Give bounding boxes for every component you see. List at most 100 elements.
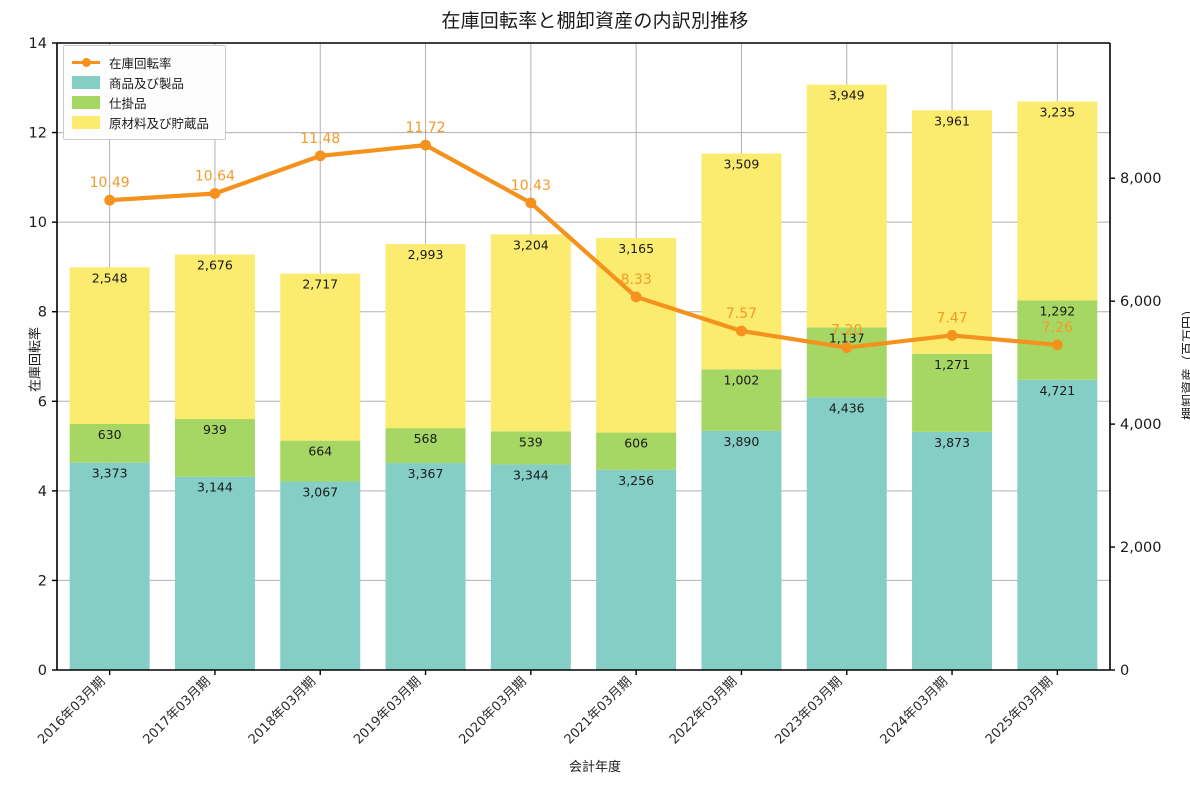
- bar-value-label: 3,949: [829, 88, 865, 103]
- legend-item[interactable]: 仕掛品: [72, 92, 217, 112]
- line-data-point: [420, 139, 431, 151]
- bar-segment: [912, 431, 993, 670]
- bar-value-label: 3,890: [724, 434, 760, 449]
- line-data-point: [630, 291, 642, 303]
- bar-label-group: 3,373 630 2,548 3,144 939 2,676 3,067 664 2,717 3…: [92, 88, 1075, 500]
- line-value-label: 11.48: [300, 131, 340, 147]
- legend-item-label: 仕掛品: [109, 95, 147, 111]
- x-tick-label: 2025年03月期: [983, 674, 1056, 747]
- bar-value-label: 2,548: [92, 270, 128, 285]
- bar-segment: [174, 254, 255, 420]
- y-tick-label-left: 6: [38, 394, 47, 410]
- y-tick-label-left: 0: [38, 663, 47, 679]
- line-value-label: 8.33: [621, 272, 652, 288]
- y-tick-label-right: 2,000: [1120, 540, 1162, 556]
- bar-value-label: 1,271: [934, 357, 970, 372]
- y-axis-label-left: 在庫回転率: [28, 327, 44, 393]
- axis-spines: [56, 42, 1111, 671]
- bar-value-label: 3,509: [724, 157, 760, 172]
- bar-segment: [69, 462, 150, 670]
- bar-value-label: 3,144: [197, 480, 233, 495]
- bar-value-label: 3,235: [1039, 105, 1075, 120]
- line-data-point: [736, 325, 747, 337]
- line-data-point: [841, 342, 853, 353]
- legend-color-swatch: [72, 95, 100, 109]
- bar-value-label: 4,721: [1039, 383, 1075, 398]
- bar-value-label: 630: [98, 427, 122, 442]
- legend-color-swatch: [72, 115, 100, 129]
- x-axis-label: 会計年度: [568, 760, 621, 775]
- legend-item[interactable]: 原材料及び貯蔵品: [72, 112, 217, 132]
- bar-value-label: 606: [624, 436, 648, 451]
- bar-segment: [912, 353, 993, 432]
- inventory-turnover-line: [107, 143, 1060, 350]
- bar-segment: [174, 476, 255, 670]
- x-tick-label: 2021年03月期: [562, 674, 635, 747]
- bar-value-label: 568: [414, 431, 438, 446]
- bar-value-label: 1,137: [829, 330, 865, 345]
- x-axis-ticks: 2016年03月期 2017年03月期 2018年03月期 2019年03月期 2020…: [35, 670, 1059, 748]
- bar-segment: [701, 430, 782, 670]
- legend-item-label: 商品及び製品: [109, 75, 185, 91]
- bar-value-label: 3,256: [618, 473, 654, 488]
- line-data-point: [314, 150, 326, 162]
- bar-segment: [806, 84, 887, 328]
- y-tick-label-left: 4: [38, 484, 47, 500]
- bar-value-label: 2,993: [408, 247, 444, 262]
- line-data-point: [104, 194, 116, 206]
- line-series-group: 10.49 10.64 11.48 11.72 10.43 8.33 7.57 7.20 7.4…: [90, 120, 1073, 353]
- x-tick-label: 2018年03月期: [246, 674, 319, 747]
- y-tick-label-right: 0: [1120, 663, 1129, 679]
- bar-segment: [806, 397, 887, 670]
- bar-segment: [596, 469, 677, 670]
- y-tick-label-left: 14: [29, 36, 47, 52]
- bar-value-label: 1,002: [724, 372, 760, 387]
- bar-value-label: 3,873: [934, 435, 970, 450]
- bar-segment: [912, 110, 993, 354]
- y-tick-label-right: 6,000: [1120, 294, 1162, 310]
- bar-segment: [385, 244, 466, 429]
- y-axis-right-ticks: 0 2,000 4,000 6,000 8,000: [1110, 171, 1162, 679]
- bar-segment: [490, 464, 571, 670]
- bar-value-label: 3,367: [408, 466, 444, 481]
- x-tick-label: 2020年03月期: [456, 674, 529, 747]
- bar-segment: [385, 428, 466, 464]
- bar-segment: [385, 463, 466, 670]
- bar-value-label: 2,717: [302, 277, 338, 292]
- line-data-point: [525, 197, 537, 209]
- legend-item[interactable]: 商品及び製品: [72, 72, 217, 92]
- line-value-label: 7.47: [936, 310, 967, 326]
- bar-segment: [280, 481, 361, 670]
- x-tick-label: 2022年03月期: [667, 674, 740, 747]
- y-tick-label-left: 8: [38, 305, 47, 321]
- bar-value-label: 3,373: [92, 466, 128, 481]
- bar-series-group: [69, 84, 1098, 670]
- x-tick-label: 2017年03月期: [140, 674, 213, 747]
- y-tick-label-right: 8,000: [1120, 171, 1162, 187]
- line-value-label: 10.64: [195, 168, 235, 184]
- bar-segment: [806, 327, 887, 398]
- line-data-point: [209, 188, 221, 199]
- line-value-label: 7.57: [726, 306, 757, 322]
- bar-segment: [69, 267, 150, 424]
- legend-item-label: 在庫回転率: [109, 55, 172, 71]
- line-value-label: 7.20: [831, 323, 862, 339]
- bar-value-label: 4,436: [829, 400, 865, 415]
- legend-item-label: 原材料及び貯蔵品: [109, 115, 210, 131]
- line-data-point: [1051, 339, 1063, 351]
- bar-value-label: 3,067: [302, 484, 338, 499]
- bar-segment: [1017, 101, 1098, 301]
- bar-segment: [174, 419, 255, 477]
- legend-color-swatch: [72, 75, 100, 89]
- bar-segment: [1017, 379, 1098, 670]
- x-tick-label: 2024年03月期: [878, 674, 951, 747]
- bar-segment: [490, 234, 571, 432]
- bar-segment: [280, 273, 361, 441]
- legend-item[interactable]: 在庫回転率: [72, 52, 217, 72]
- chart-legend: 在庫回転率商品及び製品 仕掛品原材料及び貯蔵品: [63, 45, 226, 140]
- bar-segment: [596, 238, 677, 433]
- y-axis-left-ticks: 0 2 4 6 8 10 12 14: [29, 36, 57, 679]
- x-tick-label: 2016年03月期: [35, 674, 108, 747]
- y-tick-label-left: 2: [38, 573, 47, 589]
